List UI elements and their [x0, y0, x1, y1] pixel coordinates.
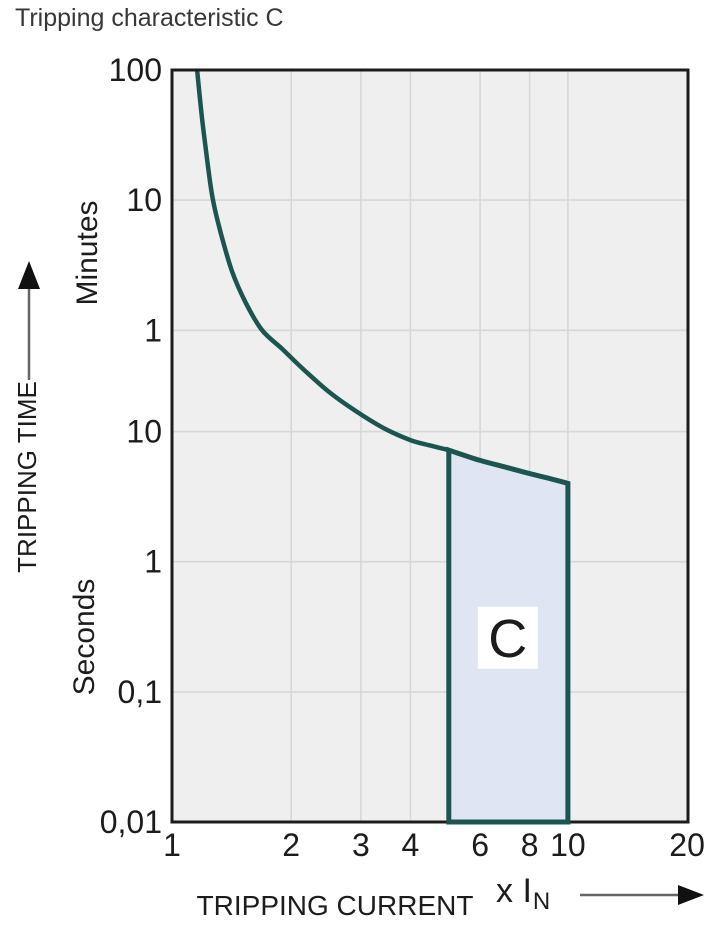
up-arrow-icon: [18, 261, 40, 380]
y-tick-label: 10: [126, 182, 162, 218]
y-tick-label: 0,1: [118, 674, 162, 710]
x-tick-label: 20: [669, 827, 705, 863]
thermal-trip-curve: [194, 69, 450, 453]
right-arrow-icon: [580, 885, 704, 905]
y-unit-minutes-label: Minutes: [71, 200, 104, 306]
y-tick-label: 1: [144, 544, 162, 580]
y-tick-label: 1: [144, 312, 162, 348]
x-tick-label: 6: [471, 827, 489, 863]
y-tick-label: 10: [126, 414, 162, 450]
x-tick-label: 2: [282, 827, 300, 863]
x-tick-label: 1: [163, 827, 181, 863]
y-tick-label: 100: [109, 52, 162, 88]
x-tick-label: 3: [352, 827, 370, 863]
region-label-box: [477, 606, 538, 669]
x-axis-title: TRIPPING CURRENT: [196, 890, 474, 921]
x-axis-unit: x IN: [496, 872, 550, 915]
region-label: C: [488, 609, 527, 669]
chart-title: Tripping characteristic C: [15, 4, 284, 32]
y-tick-label: 0,01: [100, 804, 162, 840]
plot-border: [170, 68, 690, 824]
x-tick-label: 10: [550, 827, 586, 863]
y-unit-seconds-label: Seconds: [68, 578, 101, 696]
y-axis-title: TRIPPING TIME: [12, 381, 42, 573]
x-tick-label: 4: [402, 827, 420, 863]
x-axis-unit-subscript: N: [532, 888, 551, 915]
x-tick-label: 8: [521, 827, 539, 863]
x-axis-unit-text: x I: [496, 872, 532, 910]
